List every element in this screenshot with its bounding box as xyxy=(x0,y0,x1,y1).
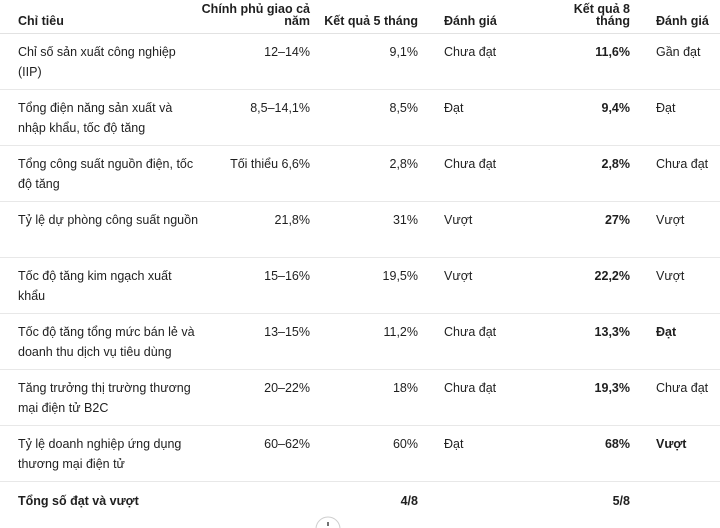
table-cell: 13–15% xyxy=(200,313,318,370)
table-cell: Chưa đạt xyxy=(638,145,720,202)
table-cell: 19,3% xyxy=(540,369,638,426)
table-cell: 22,2% xyxy=(540,257,638,314)
table-row: Tổng công suất nguồn điện, tốc độ tăng Tố… xyxy=(0,145,720,202)
table-cell: 60% xyxy=(318,425,426,482)
empty-cell xyxy=(638,481,720,518)
table-cell: 9,1% xyxy=(318,33,426,90)
table-cell: Tốc độ tăng kim ngạch xuất khẩu xyxy=(0,257,200,314)
table-cell: Tổng điện năng sản xuất và nhập khẩu, tố… xyxy=(0,89,200,146)
table-cell: Chỉ số sản xuất công nghiệp (IIP) xyxy=(0,33,200,90)
header-cell: Đánh giá xyxy=(426,0,540,34)
table-cell: 68% xyxy=(540,425,638,482)
table-cell: Gần đạt xyxy=(638,33,720,90)
table-cell: Đạt xyxy=(638,89,720,146)
table-row: Tổng điện năng sản xuất và nhập khẩu, tố… xyxy=(0,89,720,146)
header-cell: Đánh giá xyxy=(638,0,720,34)
table-cell: 19,5% xyxy=(318,257,426,314)
table-cell: 21,8% xyxy=(200,201,318,258)
table-cell: Vượt xyxy=(638,257,720,314)
table-cell: Tối thiểu 6,6% xyxy=(200,145,318,202)
table-cell: Chưa đạt xyxy=(426,33,540,90)
table-cell: Vượt xyxy=(638,201,720,258)
table-cell: Đạt xyxy=(426,425,540,482)
table-cell: 18% xyxy=(318,369,426,426)
total-cell: 4/8 xyxy=(400,493,418,508)
table-row: Tỷ lệ dự phòng công suất nguồn 21,8% 31% Vư… xyxy=(0,201,720,258)
table-cell: Chưa đạt xyxy=(638,369,720,426)
table-row: Tỷ lệ doanh nghiệp ứng dụng thương mại đ… xyxy=(0,425,720,482)
empty-cell xyxy=(426,481,540,518)
table-body: Chỉ số sản xuất công nghiệp (IIP) 12–14% 9… xyxy=(0,33,720,518)
table-cell: 11,2% xyxy=(318,313,426,370)
header-cell: Chỉ tiêu xyxy=(0,0,200,34)
table-row: Tăng trưởng thị trường thương mại điện t… xyxy=(0,369,720,426)
table-cell: Tỷ lệ doanh nghiệp ứng dụng thương mại đ… xyxy=(0,425,200,482)
header-cell: Chính phủ giao cả năm xyxy=(200,0,318,34)
table-cell: Vượt xyxy=(638,425,720,482)
scroll-button[interactable] xyxy=(314,516,342,528)
table-cell: 31% xyxy=(318,201,426,258)
table-cell: 60–62% xyxy=(200,425,318,482)
header-cell: Kết quả 5 tháng xyxy=(318,0,426,34)
table-row: Chỉ số sản xuất công nghiệp (IIP) 12–14% 9… xyxy=(0,33,720,90)
table-cell: Tốc độ tăng tổng mức bán lẻ và doanh thu… xyxy=(0,313,200,370)
table-cell: 15–16% xyxy=(200,257,318,314)
table-cell: Chưa đạt xyxy=(426,145,540,202)
table-cell: 8,5% xyxy=(318,89,426,146)
total-cell: Tổng số đạt và vượt xyxy=(18,493,139,508)
table-cell: Tỷ lệ dự phòng công suất nguồn xyxy=(0,201,200,258)
table-cell: 13,3% xyxy=(540,313,638,370)
empty-cell xyxy=(200,481,318,518)
table-cell: Đạt xyxy=(638,313,720,370)
table-cell: 2,8% xyxy=(318,145,426,202)
table-cell: 20–22% xyxy=(200,369,318,426)
table-cell: Tổng công suất nguồn điện, tốc độ tăng xyxy=(0,145,200,202)
table-cell: Vượt xyxy=(426,257,540,314)
table-cell: Vượt xyxy=(426,201,540,258)
table-cell: 9,4% xyxy=(540,89,638,146)
table-row: Tốc độ tăng kim ngạch xuất khẩu 15–16% 19,… xyxy=(0,257,720,314)
total-cell: 5/8 xyxy=(612,493,630,508)
header-cell: Kết quả 8 tháng xyxy=(540,0,638,34)
table-cell: Tăng trưởng thị trường thương mại điện t… xyxy=(0,369,200,426)
table-row: Tốc độ tăng tổng mức bán lẻ và doanh thu… xyxy=(0,313,720,370)
table-cell: 11,6% xyxy=(540,33,638,90)
table-cell: 12–14% xyxy=(200,33,318,90)
table-cell: Đạt xyxy=(426,89,540,146)
total-row: Tổng số đạt và vượt 4/8 5/8 xyxy=(0,481,720,518)
table-cell: 2,8% xyxy=(540,145,638,202)
table-cell: 27% xyxy=(540,201,638,258)
table-cell: 8,5–14,1% xyxy=(200,89,318,146)
table-cell: Chưa đạt xyxy=(426,369,540,426)
header-row: Chỉ tiêu Chính phủ giao cả năm Kết quả 5 t… xyxy=(0,0,720,34)
table-cell: Chưa đạt xyxy=(426,313,540,370)
